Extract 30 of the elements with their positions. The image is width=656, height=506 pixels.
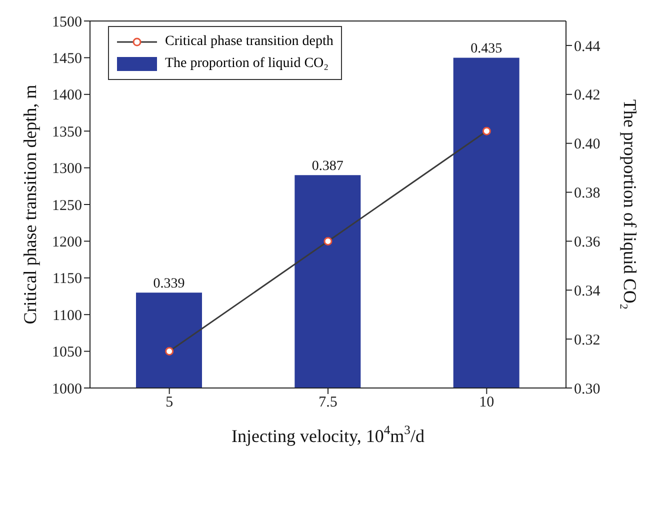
data-label: 0.387 (312, 159, 344, 174)
y2-tick-label: 0.32 (574, 332, 600, 348)
y-tick-label: 1050 (52, 344, 82, 361)
y-tick-label: 1200 (52, 234, 82, 251)
x-tick-label: 7.5 (318, 394, 338, 411)
y-axis-title: Critical phase transition depth, m (20, 84, 40, 324)
data-label: 0.435 (470, 42, 502, 57)
y-tick-label: 1500 (52, 14, 82, 30)
legend-label: The proportion of liquid CO₂ (165, 56, 329, 72)
y2-tick-label: 0.42 (574, 88, 600, 104)
y-tick-label: 1300 (52, 161, 82, 178)
y-tick-label: 1400 (52, 88, 82, 104)
y2-tick-label: 0.44 (574, 38, 601, 55)
y2-tick-label: 0.34 (574, 283, 601, 300)
y-tick-label: 1450 (52, 51, 82, 68)
y-tick-label: 1000 (52, 381, 82, 398)
y2-tick-label: 0.30 (574, 381, 600, 398)
y-tick-label: 1350 (52, 124, 82, 140)
y2-tick-label: 0.38 (574, 186, 600, 202)
x-axis-title: Injecting velocity, 10$^{4}$m$^{3}$/d (232, 422, 424, 446)
y-tick-label: 1150 (52, 271, 82, 288)
y2-tick-label: 0.36 (574, 234, 601, 251)
y-tick-label: 1100 (52, 308, 82, 324)
x-tick-label: 10 (479, 394, 494, 411)
legend-label: Critical phase transition depth (165, 34, 334, 50)
y-tick-label: 1250 (52, 198, 82, 214)
x-tick-label: 5 (166, 394, 174, 411)
y2-tick-label: 0.40 (574, 136, 600, 153)
data-label: 0.339 (153, 276, 185, 292)
y2-axis-title: The proportion of liquid CO₂ (620, 99, 640, 310)
